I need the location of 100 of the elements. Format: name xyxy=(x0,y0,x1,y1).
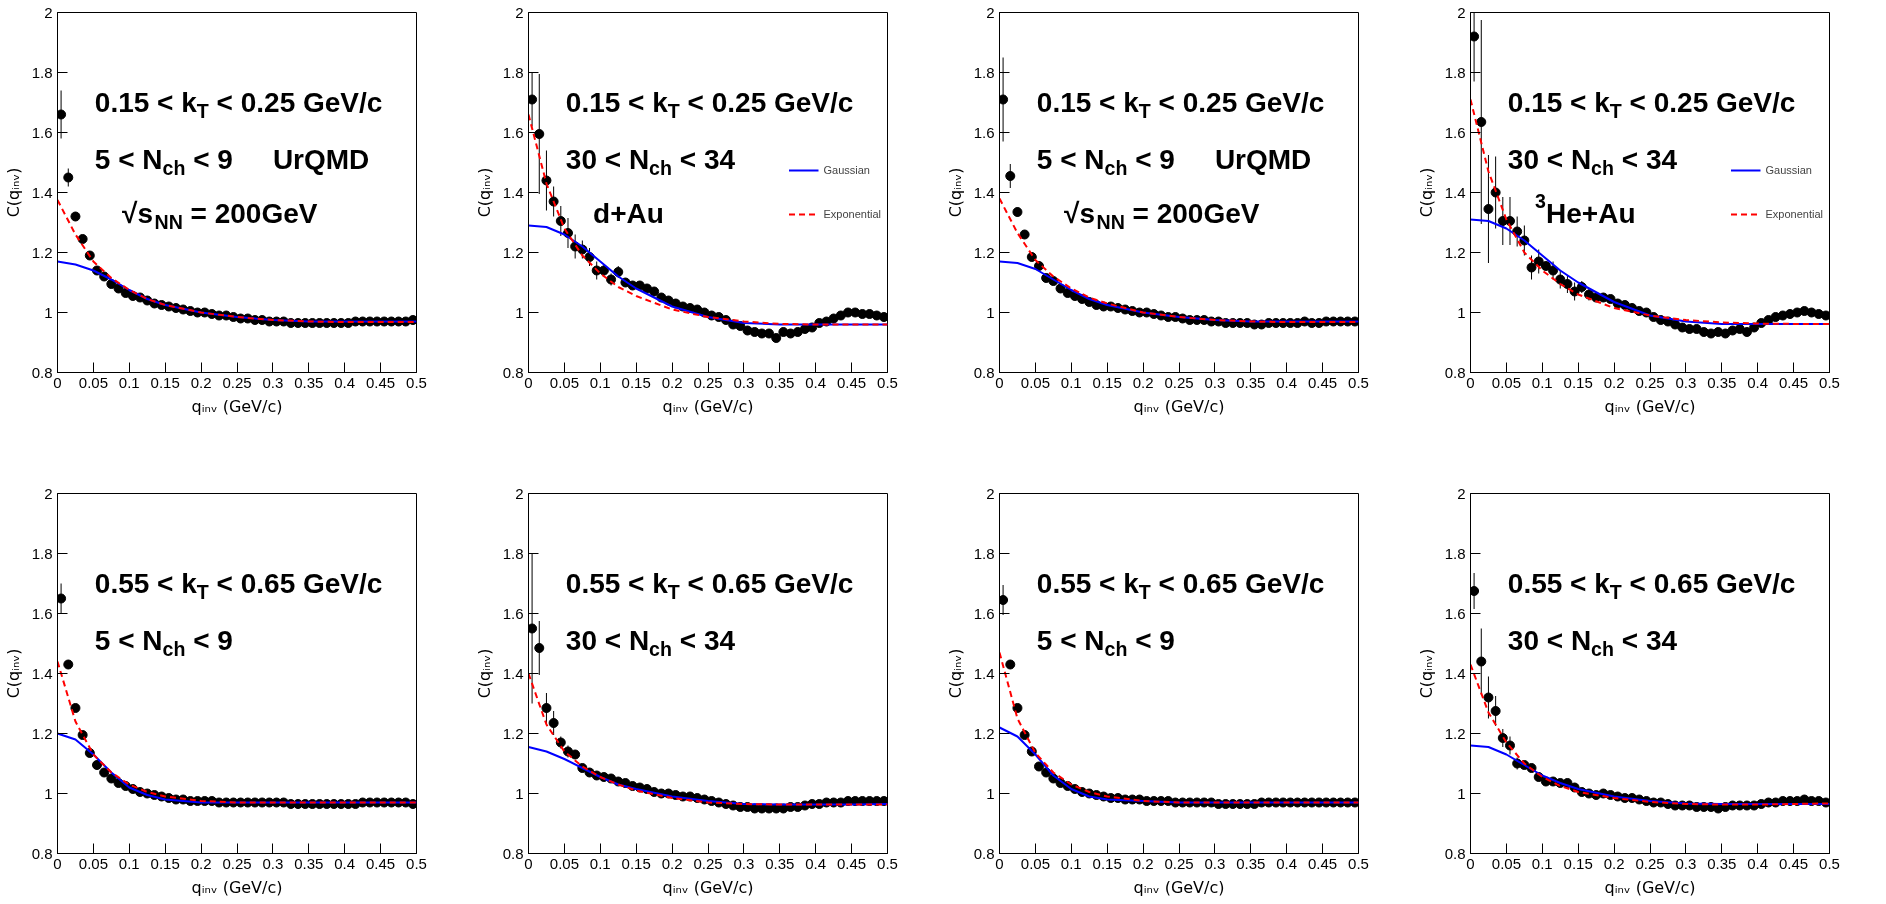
x-tick-label: 0.3 xyxy=(262,373,284,391)
x-tick-label: 0.35 xyxy=(294,373,324,391)
x-tick-label: 0.5 xyxy=(406,373,427,391)
x-tick-label: 0 xyxy=(53,854,62,872)
y-tick-label: 1.6 xyxy=(31,604,53,622)
x-tick-label: 0.5 xyxy=(877,373,898,391)
y-tick-label: 1.4 xyxy=(1444,664,1466,682)
x-tick-label: 0.5 xyxy=(877,854,898,872)
x-tick-label: 0.2 xyxy=(1132,373,1154,391)
x-axis-title: qᵢₙᵥ (GeV/c) xyxy=(191,396,283,416)
x-tick-label: 0.2 xyxy=(661,854,683,872)
x-tick-label: 0.05 xyxy=(549,373,580,391)
x-tick-label: 0.45 xyxy=(1779,854,1809,872)
y-axis-title: C(qᵢₙᵥ) xyxy=(1416,648,1436,699)
y-tick-label: 1.8 xyxy=(1444,63,1466,81)
y-tick-label: 0.8 xyxy=(1444,363,1466,381)
x-tick-label: 0 xyxy=(524,373,533,391)
x-tick-label: 0.1 xyxy=(1060,373,1082,391)
x-tick-label: 0.4 xyxy=(1276,854,1298,872)
y-tick-label: 1.2 xyxy=(1444,243,1466,261)
legend-label: Exponential xyxy=(1765,208,1823,220)
x-axis-title: qᵢₙᵥ (GeV/c) xyxy=(662,877,754,897)
x-tick-label: 0.5 xyxy=(1819,854,1840,872)
y-tick-label: 1.4 xyxy=(973,183,995,201)
y-tick-label: 1 xyxy=(44,303,53,321)
y-axis-title: C(qᵢₙᵥ) xyxy=(945,167,965,218)
y-tick-label: 2 xyxy=(1457,3,1466,21)
x-tick-label: 0.4 xyxy=(1276,373,1298,391)
y-tick-label: 2 xyxy=(986,3,995,21)
x-tick-label: 0.35 xyxy=(1707,373,1737,391)
y-tick-label: 0.8 xyxy=(31,363,53,381)
x-axis-title: qᵢₙᵥ (GeV/c) xyxy=(1133,396,1225,416)
x-tick-label: 0.1 xyxy=(589,854,611,872)
annotation: d+Au xyxy=(593,198,664,229)
x-tick-label: 0.3 xyxy=(1675,373,1697,391)
x-tick-label: 0.15 xyxy=(1092,373,1122,391)
x-tick-label: 0.25 xyxy=(222,854,252,872)
y-axis-title: C(qᵢₙᵥ) xyxy=(3,648,23,699)
x-tick-label: 0.15 xyxy=(621,854,651,872)
y-tick-label: 1.8 xyxy=(973,544,995,562)
x-tick-label: 0.45 xyxy=(1308,373,1338,391)
annotation: UrQMD xyxy=(1214,144,1312,175)
x-tick-label: 0.3 xyxy=(1675,854,1697,872)
x-tick-label: 0 xyxy=(53,373,62,391)
y-tick-label: 2 xyxy=(515,484,524,502)
x-tick-label: 0.05 xyxy=(1020,854,1051,872)
x-tick-label: 0.25 xyxy=(1635,373,1665,391)
x-tick-label: 0.15 xyxy=(1092,854,1122,872)
y-tick-label: 0.8 xyxy=(1444,844,1466,862)
x-tick-label: 0 xyxy=(995,854,1004,872)
x-axis-title: qᵢₙᵥ (GeV/c) xyxy=(1604,877,1696,897)
x-tick-label: 0.3 xyxy=(262,854,284,872)
y-tick-label: 2 xyxy=(44,3,53,21)
y-tick-label: 1.6 xyxy=(1444,123,1466,141)
x-tick-label: 0.2 xyxy=(190,854,212,872)
y-tick-label: 1.8 xyxy=(31,63,53,81)
y-axis-title: C(qᵢₙᵥ) xyxy=(474,648,494,699)
y-tick-label: 1.6 xyxy=(973,604,995,622)
x-tick-label: 0.05 xyxy=(549,854,580,872)
x-axis-title: qᵢₙᵥ (GeV/c) xyxy=(191,877,283,897)
x-tick-label: 0.35 xyxy=(1236,854,1266,872)
y-tick-label: 0.8 xyxy=(31,844,53,862)
y-tick-label: 1.8 xyxy=(1444,544,1466,562)
x-tick-label: 0.1 xyxy=(118,373,140,391)
y-tick-label: 1 xyxy=(44,784,53,802)
x-tick-label: 0 xyxy=(1466,854,1475,872)
y-tick-label: 1.8 xyxy=(31,544,53,562)
y-tick-label: 1.4 xyxy=(31,664,53,682)
x-tick-label: 0.35 xyxy=(765,373,795,391)
y-axis-title: C(qᵢₙᵥ) xyxy=(945,648,965,699)
x-tick-label: 0.35 xyxy=(1707,854,1737,872)
y-tick-label: 1.4 xyxy=(502,664,524,682)
y-tick-label: 1 xyxy=(986,784,995,802)
x-tick-label: 0.2 xyxy=(1603,373,1625,391)
x-tick-label: 0 xyxy=(1466,373,1475,391)
annotation: UrQMD xyxy=(272,144,370,175)
x-tick-label: 0.35 xyxy=(1236,373,1266,391)
legend-label: Exponential xyxy=(823,208,881,220)
y-tick-label: 2 xyxy=(44,484,53,502)
y-tick-label: 1 xyxy=(515,784,524,802)
x-tick-label: 0.15 xyxy=(1563,854,1593,872)
x-tick-label: 0.25 xyxy=(1164,854,1194,872)
x-tick-label: 0.2 xyxy=(661,373,683,391)
x-tick-label: 0.1 xyxy=(1531,373,1553,391)
y-tick-label: 1.6 xyxy=(973,123,995,141)
x-tick-label: 0.45 xyxy=(366,854,396,872)
x-tick-label: 0.4 xyxy=(334,373,356,391)
y-tick-label: 1.2 xyxy=(1444,724,1466,742)
x-axis-title: qᵢₙᵥ (GeV/c) xyxy=(1133,877,1225,897)
y-tick-label: 2 xyxy=(515,3,524,21)
x-tick-label: 0.4 xyxy=(805,373,827,391)
x-tick-label: 0.3 xyxy=(1204,854,1226,872)
y-tick-label: 1.6 xyxy=(1444,604,1466,622)
x-tick-label: 0 xyxy=(524,854,533,872)
x-tick-label: 0.4 xyxy=(805,854,827,872)
x-tick-label: 0.25 xyxy=(693,373,723,391)
x-tick-label: 0.45 xyxy=(1779,373,1809,391)
x-tick-label: 0.45 xyxy=(837,373,867,391)
y-tick-label: 1.2 xyxy=(502,724,524,742)
x-tick-label: 0.4 xyxy=(1747,373,1769,391)
